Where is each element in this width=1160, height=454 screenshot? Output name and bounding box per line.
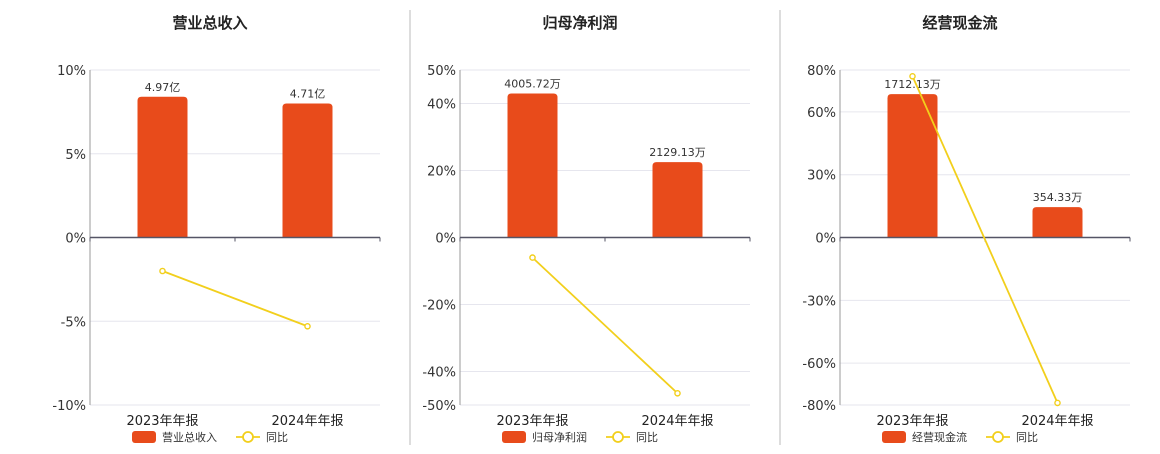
- bar-data-label: 354.33万: [1033, 191, 1083, 204]
- yoy-point: [674, 389, 681, 397]
- y-tick-label: 30%: [807, 169, 836, 184]
- x-category-label: 2024年年报: [1021, 414, 1093, 429]
- bar: [887, 94, 938, 238]
- yoy-line: [162, 270, 308, 328]
- legend-bar-label: 经营现金流: [912, 430, 967, 444]
- bar-data-label: 4.97亿: [145, 81, 181, 94]
- y-tick-label: -10%: [52, 399, 86, 414]
- legend-bar-label: 归母净利润: [532, 430, 587, 444]
- y-tick-label: 0%: [65, 232, 86, 247]
- legend-line-label: 同比: [1016, 431, 1038, 444]
- yoy-line: [531, 256, 679, 394]
- y-tick-label: 80%: [807, 64, 836, 79]
- legend-bar-swatch: [502, 431, 526, 443]
- y-tick-label: -30%: [802, 294, 836, 309]
- y-tick-label: 10%: [57, 64, 86, 79]
- y-tick-label: -40%: [422, 366, 456, 381]
- y-tick-label: 40%: [427, 98, 456, 113]
- legend-bar-swatch: [882, 431, 906, 443]
- x-category-label: 2023年年报: [496, 414, 568, 429]
- x-category-label: 2023年年报: [126, 414, 198, 429]
- bar-data-label: 4005.72万: [504, 77, 561, 90]
- legend-line-marker: [992, 431, 1004, 443]
- legend-line-marker: [242, 431, 254, 443]
- legend-line-marker: [612, 431, 624, 443]
- bar: [282, 103, 333, 238]
- legend-line-label: 同比: [266, 431, 288, 444]
- bar: [137, 96, 188, 238]
- y-tick-label: -50%: [422, 399, 456, 414]
- y-tick-label: 20%: [427, 165, 456, 180]
- yoy-point: [909, 72, 916, 80]
- chart-title: 营业总收入: [172, 14, 247, 32]
- bar: [1032, 207, 1083, 238]
- chart-title: 经营现金流: [922, 14, 997, 32]
- legend-bar-swatch: [132, 431, 156, 443]
- bar-data-label: 4.71亿: [290, 88, 326, 101]
- x-category-label: 2024年年报: [271, 414, 343, 429]
- y-tick-label: 0%: [815, 232, 836, 247]
- legend-bar-label: 营业总收入: [162, 430, 217, 444]
- yoy-point: [304, 322, 311, 330]
- chart-title: 归母净利润: [542, 14, 617, 32]
- x-category-label: 2024年年报: [641, 414, 713, 429]
- yoy-point: [1054, 399, 1061, 407]
- bar: [652, 162, 703, 238]
- y-tick-label: 0%: [435, 232, 456, 247]
- y-tick-label: -5%: [61, 315, 86, 330]
- bar-data-label: 1712.13万: [884, 78, 941, 91]
- yoy-line: [911, 75, 1059, 404]
- y-tick-label: -20%: [422, 299, 456, 314]
- y-tick-label: -60%: [802, 357, 836, 372]
- y-tick-label: -80%: [802, 399, 836, 414]
- yoy-point: [529, 254, 536, 261]
- yoy-point: [159, 267, 166, 275]
- legend-line-label: 同比: [636, 431, 658, 444]
- y-tick-label: 50%: [427, 64, 456, 79]
- x-category-label: 2023年年报: [876, 414, 948, 429]
- bar-data-label: 2129.13万: [649, 146, 706, 159]
- bar: [507, 93, 558, 238]
- y-tick-label: 5%: [65, 148, 86, 163]
- y-tick-label: 60%: [807, 106, 836, 121]
